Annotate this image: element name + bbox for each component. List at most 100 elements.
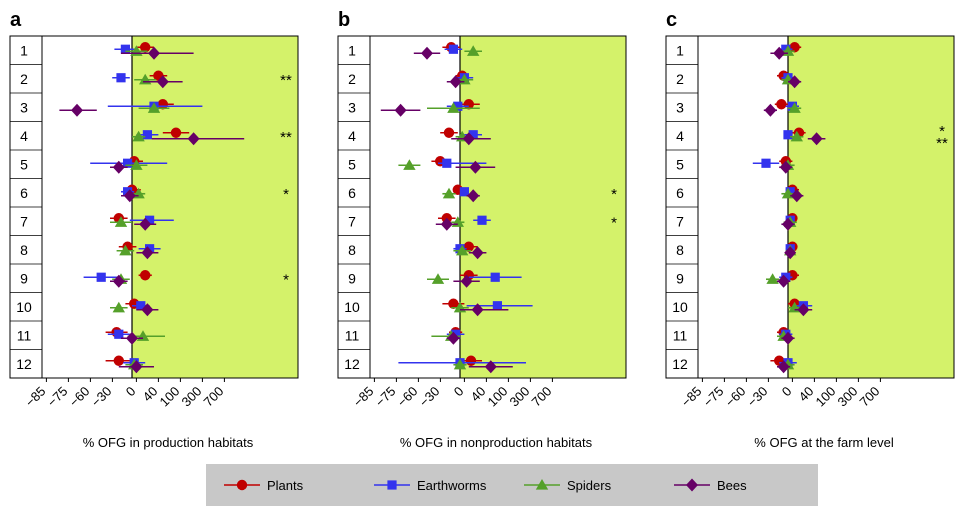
point-bees bbox=[810, 132, 823, 146]
row-label: 6 bbox=[348, 185, 356, 201]
point-bees bbox=[782, 331, 794, 345]
row-label: 4 bbox=[20, 128, 28, 144]
point-bees bbox=[449, 75, 462, 89]
significance-mark: ** bbox=[936, 135, 948, 152]
positive-region bbox=[132, 36, 298, 378]
significance-mark: ** bbox=[280, 72, 292, 89]
point-earthworms bbox=[136, 301, 146, 311]
point-earthworms bbox=[761, 158, 771, 168]
row-label: 7 bbox=[676, 213, 684, 229]
row-label: 10 bbox=[16, 299, 32, 315]
panel-letter: b bbox=[338, 9, 350, 31]
row-label: 1 bbox=[20, 42, 28, 58]
x-tick-label: 0 bbox=[779, 384, 795, 400]
point-earthworms bbox=[123, 158, 133, 168]
legend-background bbox=[206, 464, 818, 506]
row-label: 9 bbox=[676, 270, 684, 286]
point-earthworms bbox=[96, 272, 106, 282]
point-bees bbox=[782, 217, 794, 231]
panel-letter: a bbox=[10, 9, 22, 31]
row-label: 4 bbox=[348, 128, 356, 144]
point-bees bbox=[779, 160, 792, 174]
point-spiders bbox=[467, 45, 480, 56]
legend-marker bbox=[535, 479, 549, 490]
row-label: 9 bbox=[348, 270, 356, 286]
point-bees bbox=[773, 46, 786, 60]
point-bees bbox=[421, 46, 433, 60]
point-earthworms bbox=[783, 130, 793, 140]
row-label: 5 bbox=[676, 156, 684, 172]
x-tick-label: −30 bbox=[88, 384, 114, 410]
point-spiders bbox=[788, 102, 801, 113]
legend-label: Spiders bbox=[567, 478, 612, 493]
point-bees bbox=[187, 132, 200, 146]
point-spiders bbox=[766, 273, 779, 284]
point-bees bbox=[148, 46, 160, 60]
legend-marker bbox=[387, 480, 397, 490]
row-label: 5 bbox=[20, 156, 28, 172]
point-spiders bbox=[790, 130, 803, 142]
point-spiders bbox=[431, 273, 445, 284]
x-tick-label: 300 bbox=[179, 384, 205, 410]
row-label: 7 bbox=[20, 213, 28, 229]
x-tick-label: −85 bbox=[678, 384, 704, 410]
significance-mark: * bbox=[283, 186, 289, 203]
x-tick-label: 40 bbox=[468, 384, 489, 405]
x-tick-label: 40 bbox=[140, 384, 161, 405]
row-label: 2 bbox=[20, 71, 28, 87]
row-label: 10 bbox=[672, 299, 688, 315]
row-label: 1 bbox=[676, 42, 684, 58]
point-earthworms bbox=[114, 329, 124, 339]
point-bees bbox=[797, 303, 810, 317]
point-earthworms bbox=[453, 101, 463, 111]
row-label: 12 bbox=[16, 356, 32, 372]
point-earthworms bbox=[142, 130, 152, 140]
legend-label: Plants bbox=[267, 478, 304, 493]
x-tick-label: 700 bbox=[529, 384, 555, 410]
point-earthworms bbox=[448, 44, 458, 54]
panel-letter: c bbox=[666, 9, 677, 31]
x-tick-label: −30 bbox=[416, 384, 442, 410]
x-tick-label: −85 bbox=[22, 384, 48, 410]
point-spiders bbox=[403, 159, 416, 170]
point-plants bbox=[776, 99, 787, 110]
legend-label: Earthworms bbox=[417, 478, 487, 493]
significance-mark: * bbox=[611, 186, 617, 203]
legend: Plants Earthworms Spiders Bees bbox=[206, 464, 818, 506]
x-tick-label: 40 bbox=[796, 384, 817, 405]
x-axis-label: % OFG in production habitats bbox=[83, 435, 254, 450]
point-spiders bbox=[447, 102, 460, 113]
point-bees bbox=[130, 360, 143, 374]
point-bees bbox=[139, 217, 152, 231]
row-label: 12 bbox=[672, 356, 688, 372]
point-spiders bbox=[130, 159, 143, 170]
legend-marker bbox=[236, 479, 248, 491]
row-label: 12 bbox=[344, 356, 360, 372]
point-earthworms bbox=[477, 215, 487, 225]
point-bees bbox=[471, 246, 484, 260]
row-label: 11 bbox=[17, 327, 32, 343]
point-earthworms bbox=[442, 158, 452, 168]
x-tick-label: −75 bbox=[44, 384, 70, 410]
x-tick-label: 0 bbox=[123, 384, 139, 400]
point-bees bbox=[788, 75, 801, 89]
series-bees bbox=[59, 46, 245, 374]
significance-mark: * bbox=[283, 271, 289, 288]
x-tick-label: 100 bbox=[813, 384, 839, 410]
point-bees bbox=[460, 274, 473, 288]
x-tick-label: 700 bbox=[201, 384, 227, 410]
point-bees bbox=[440, 217, 453, 231]
series-bees bbox=[763, 46, 826, 374]
row-label: 9 bbox=[20, 270, 28, 286]
row-label: 10 bbox=[344, 299, 360, 315]
point-bees bbox=[469, 160, 482, 174]
row-label: 6 bbox=[20, 185, 28, 201]
x-tick-label: −75 bbox=[372, 384, 398, 410]
x-tick-label: −85 bbox=[350, 384, 376, 410]
row-label: 5 bbox=[348, 156, 356, 172]
series-bees bbox=[380, 46, 513, 374]
